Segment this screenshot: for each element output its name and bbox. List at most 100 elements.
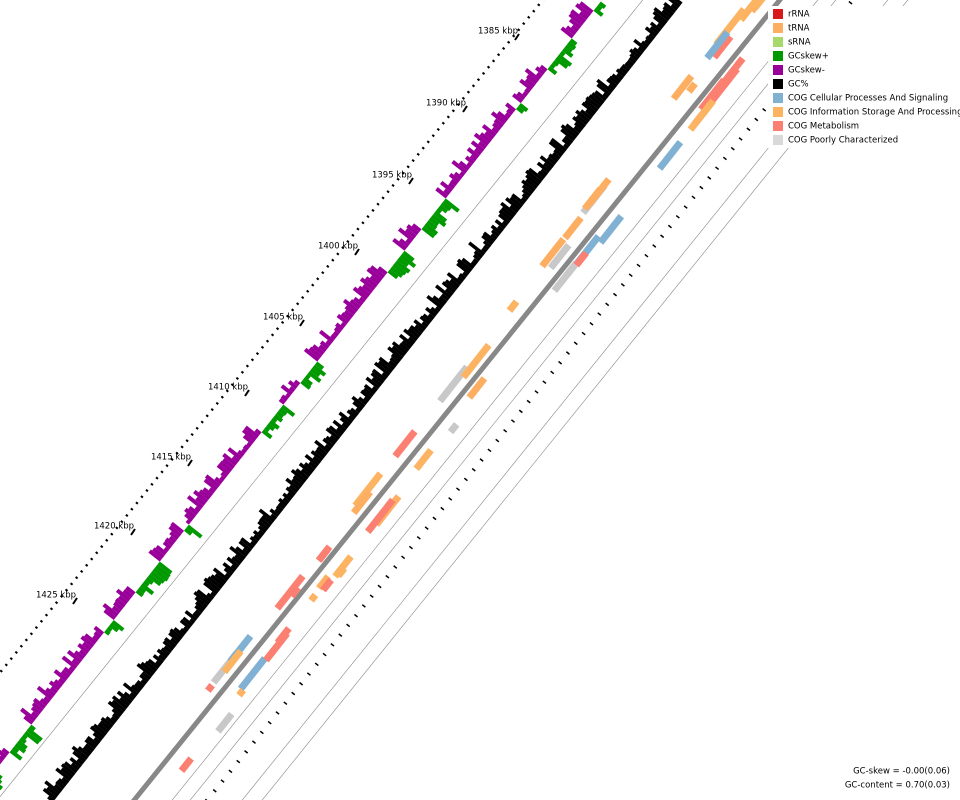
gc-content-bar bbox=[107, 700, 124, 715]
gc-content-bar bbox=[645, 35, 654, 43]
gc-skew-bar bbox=[481, 124, 497, 137]
gc-content-bar bbox=[42, 787, 57, 800]
gc-skew-bar bbox=[184, 512, 194, 522]
gc-skew-bar bbox=[58, 677, 66, 685]
gc-skew-bar bbox=[564, 44, 574, 53]
gc-skew-bar bbox=[60, 669, 71, 679]
gc-skew-bar bbox=[254, 428, 262, 436]
gc-skew-bar bbox=[244, 425, 260, 439]
gc-content-bar bbox=[509, 196, 523, 208]
gc-content-bar bbox=[325, 427, 341, 440]
gc-content-bar bbox=[581, 101, 597, 115]
legend-label: tRNA bbox=[788, 24, 810, 34]
gc-skew-bar bbox=[332, 330, 340, 337]
gc-content-bar bbox=[206, 592, 215, 600]
gc-content-bar bbox=[473, 250, 484, 259]
ruler-label: 1420 kbp bbox=[94, 522, 134, 532]
gc-skew-bar bbox=[137, 586, 147, 594]
gc-skew-bar bbox=[81, 641, 92, 651]
gene-feature bbox=[364, 497, 396, 534]
gc-content-bar bbox=[551, 151, 561, 160]
gc-skew-bar bbox=[43, 696, 51, 704]
gc-content-bar bbox=[481, 247, 488, 254]
gc-content-bar bbox=[378, 356, 395, 371]
gc-content-bar bbox=[668, 0, 681, 8]
ruler-label: 1410 kbp bbox=[208, 383, 248, 393]
gc-skew-bar bbox=[28, 724, 36, 732]
gc-skew-bar bbox=[560, 26, 575, 39]
gene-feature bbox=[562, 215, 584, 241]
gc-skew-bar bbox=[194, 505, 202, 513]
gc-skew-bar bbox=[593, 7, 604, 17]
gc-skew-bar bbox=[115, 588, 131, 602]
gc-content-bar bbox=[644, 38, 652, 46]
gc-content-bar bbox=[561, 138, 572, 147]
gc-content-bar bbox=[119, 696, 131, 707]
gc-skew-bar bbox=[214, 476, 223, 485]
gc-content-bar bbox=[194, 596, 208, 608]
gc-skew-bar bbox=[549, 63, 556, 69]
gc-content-bar bbox=[608, 75, 620, 86]
legend-label: GCskew+ bbox=[788, 52, 829, 62]
gc-skew-bar bbox=[78, 649, 88, 657]
gc-skew-bar bbox=[9, 749, 23, 761]
gc-content-bar bbox=[316, 446, 328, 456]
gc-skew-bar bbox=[392, 237, 407, 251]
gc-content-bar bbox=[462, 271, 469, 278]
gc-content-bar bbox=[370, 372, 385, 384]
gc-content-bar bbox=[144, 660, 158, 672]
gc-content-bar bbox=[123, 691, 135, 702]
gc-skew-bar bbox=[319, 340, 330, 350]
gc-content-bar bbox=[46, 786, 59, 798]
gc-skew-bar bbox=[443, 198, 460, 213]
gc-content-bar bbox=[525, 174, 540, 187]
gene-feature bbox=[320, 577, 334, 593]
gc-skew-bar bbox=[397, 227, 415, 242]
gc-skew-bar bbox=[113, 601, 124, 611]
gc-skew-bar bbox=[402, 250, 415, 262]
gc-content-bar bbox=[257, 525, 267, 534]
gc-content-bar bbox=[341, 422, 349, 430]
gc-content-bar bbox=[525, 169, 542, 184]
gene-feature bbox=[332, 554, 354, 579]
gc-content-bar bbox=[84, 743, 95, 752]
gc-skew-bar bbox=[152, 547, 165, 559]
gc-content-bar bbox=[238, 540, 253, 552]
gc-content-bar bbox=[407, 336, 416, 344]
gc-skew-bar bbox=[53, 679, 63, 688]
gc-content-bar bbox=[444, 279, 458, 291]
gc-content-bar bbox=[72, 750, 87, 763]
ruler-tick bbox=[408, 177, 414, 185]
track-line bbox=[0, 0, 644, 798]
gc-content-bar bbox=[111, 695, 129, 710]
gc-skew-bar bbox=[547, 66, 558, 76]
gc-content-bar bbox=[632, 47, 643, 56]
gc-content-bar bbox=[407, 327, 421, 339]
gc-content-bar bbox=[275, 504, 284, 512]
gc-content-bar bbox=[249, 535, 259, 544]
gc-content-bar bbox=[649, 21, 662, 32]
gc-content-bar bbox=[105, 716, 116, 726]
gc-content-bar bbox=[419, 315, 431, 326]
gc-content-bar bbox=[584, 99, 599, 112]
gc-content-bar bbox=[573, 125, 582, 134]
gc-skew-bar bbox=[369, 275, 381, 285]
gc-content-bar bbox=[92, 723, 108, 736]
gc-skew-bar bbox=[504, 112, 512, 119]
gc-skew-bar bbox=[491, 126, 500, 134]
gc-skew-bar bbox=[53, 669, 68, 682]
gc-content-bar bbox=[414, 324, 425, 334]
ruler-tick bbox=[130, 528, 136, 536]
gc-content-bar bbox=[84, 738, 97, 750]
gc-content-bar bbox=[93, 737, 101, 744]
gc-content-bar bbox=[162, 640, 175, 651]
gene-feature bbox=[539, 236, 567, 269]
gc-skew-bar bbox=[102, 603, 119, 617]
gc-skew-bar bbox=[222, 457, 235, 470]
gc-content-bar bbox=[670, 3, 679, 11]
gc-skew-bar bbox=[568, 12, 584, 27]
gc-skew-bar bbox=[16, 739, 28, 750]
gc-skew-bar bbox=[216, 463, 231, 476]
gc-content-bar bbox=[229, 545, 246, 560]
gc-skew-bar bbox=[280, 404, 296, 418]
